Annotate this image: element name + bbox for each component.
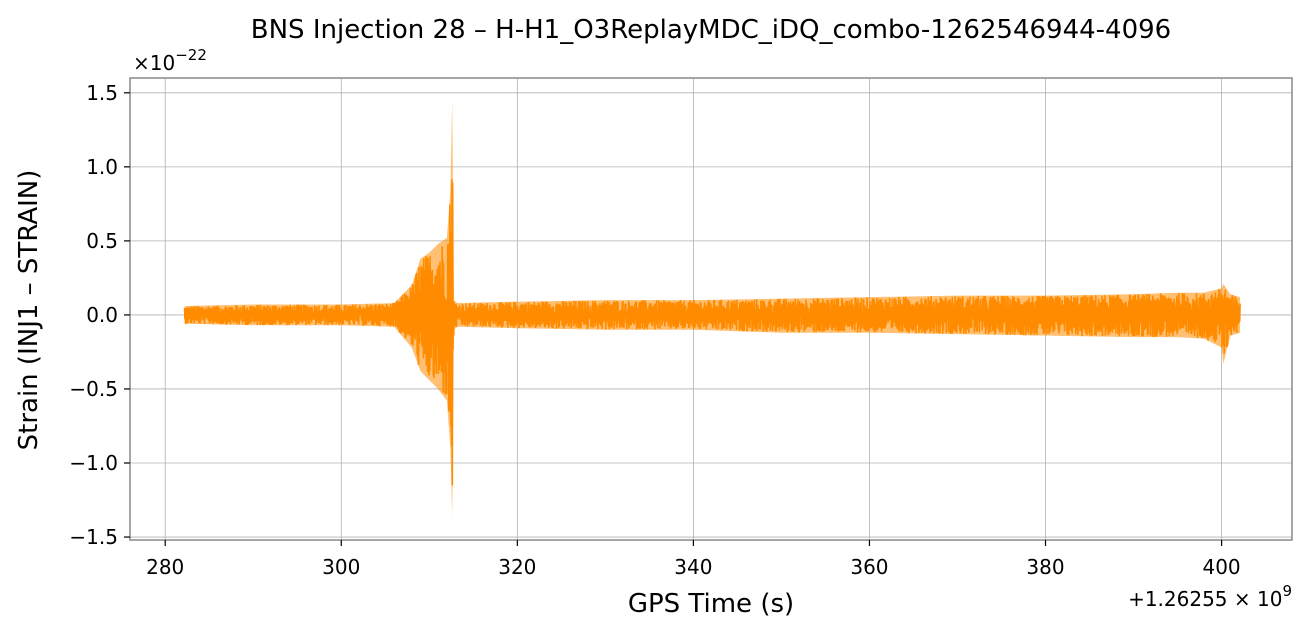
x-tick-label: 300 [322, 555, 360, 579]
series-group [183, 100, 1241, 518]
axis-ticks: 280 300 320 340 360 380 400 −1.5 −1.0 −0.5 0.0 0.5 1… [69, 81, 1240, 579]
x-tick-label: 380 [1026, 555, 1064, 579]
y-tick-label: 1.0 [86, 155, 118, 179]
y-scale-label: ×10−22 [133, 46, 207, 75]
y-axis-label: Strain (INJ1 – STRAIN) [14, 170, 44, 451]
x-tick-label: 320 [498, 555, 536, 579]
x-tick-label: 280 [146, 555, 184, 579]
y-tick-label: 0.5 [86, 229, 118, 253]
x-offset-label: +1.26255 × 109 [1128, 582, 1292, 611]
x-offset-exponent: 9 [1282, 582, 1292, 600]
y-tick-label: −0.5 [69, 377, 118, 401]
y-tick-label: 1.5 [86, 81, 118, 105]
x-tick-label: 400 [1202, 555, 1240, 579]
y-scale-base: ×10 [133, 51, 175, 75]
x-tick-label: 360 [850, 555, 888, 579]
plot-frame [129, 77, 1293, 541]
x-offset-base: +1.26255 × 10 [1128, 587, 1282, 611]
y-tick-label: −1.0 [69, 451, 118, 475]
y-scale-exponent: −22 [175, 46, 207, 64]
strain-series-envelope [184, 100, 1241, 518]
x-axis-label: GPS Time (s) [628, 589, 794, 619]
x-tick-label: 340 [674, 555, 712, 579]
y-tick-label: 0.0 [86, 303, 118, 327]
y-tick-label: −1.5 [69, 525, 118, 549]
chart-title: BNS Injection 28 – H-H1_O3ReplayMDC_iDQ_… [251, 15, 1171, 45]
